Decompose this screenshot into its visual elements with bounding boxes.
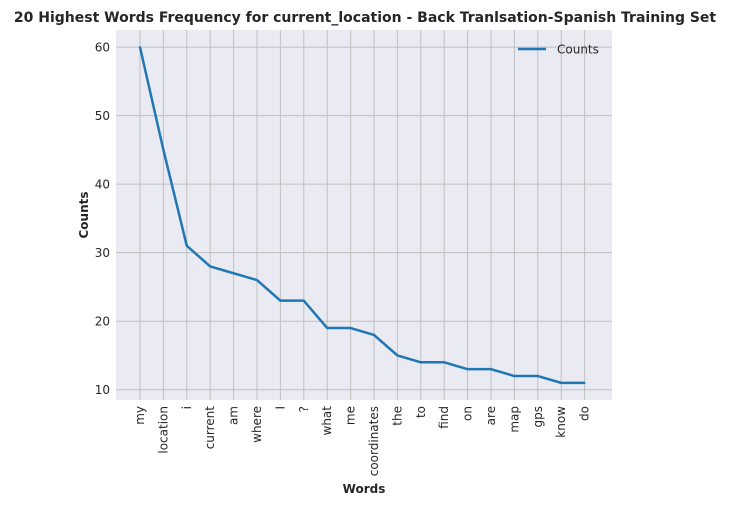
legend-label-counts: Counts xyxy=(557,43,599,57)
y-tick-label: 60 xyxy=(95,41,110,55)
x-tick-label: to xyxy=(414,406,428,418)
data-point xyxy=(373,333,375,336)
y-tick-label: 20 xyxy=(95,315,110,329)
data-point xyxy=(536,375,539,378)
data-point xyxy=(419,361,422,364)
x-tick-labels: my location i current am where I? what me coordin… xyxy=(133,406,592,477)
x-tick-label: location xyxy=(156,406,170,454)
data-point xyxy=(139,46,141,49)
x-tick-label: on xyxy=(461,406,475,421)
x-tick-label: current xyxy=(203,406,217,450)
x-tick-label: what xyxy=(320,406,334,436)
y-axis-label: Counts xyxy=(77,191,91,238)
x-tick-label: am xyxy=(227,406,241,425)
data-point xyxy=(162,148,165,151)
x-tick-label: i xyxy=(180,406,194,409)
x-tick-label: find xyxy=(437,406,451,429)
x-tick-label: me xyxy=(344,406,358,425)
x-tick-label: my xyxy=(133,406,147,425)
x-tick-label: know xyxy=(554,406,568,438)
data-point xyxy=(349,327,352,330)
data-point xyxy=(232,272,235,275)
y-tick-label: 30 xyxy=(95,246,110,260)
data-point xyxy=(560,381,563,384)
x-tick-label: where xyxy=(250,406,264,443)
x-tick-label: ? xyxy=(297,406,311,412)
y-tick-label: 40 xyxy=(95,178,110,192)
plot-area xyxy=(116,30,612,400)
series-line-counts xyxy=(138,46,585,385)
y-tick-label: 10 xyxy=(95,383,110,397)
y-tick-label: 50 xyxy=(95,109,110,123)
x-tick-label: I xyxy=(273,406,287,410)
data-point xyxy=(490,368,492,371)
x-tick-label: the xyxy=(390,406,404,426)
x-tick-label: coordinates xyxy=(367,406,381,476)
data-point xyxy=(583,381,586,384)
data-point xyxy=(185,244,188,247)
x-tick-label: map xyxy=(507,406,521,433)
data-point xyxy=(466,368,469,371)
x-tick-label: are xyxy=(484,406,498,425)
data-point xyxy=(256,279,258,282)
x-tick-label: gps xyxy=(531,406,545,428)
data-point xyxy=(396,354,399,357)
data-point xyxy=(279,299,282,302)
legend: Counts xyxy=(518,43,599,57)
grid-lines xyxy=(116,30,612,400)
y-tick-labels: 10 20 30 40 50 60 xyxy=(95,41,110,398)
data-point xyxy=(209,265,212,268)
series-layer xyxy=(138,46,586,385)
x-axis-label: Words xyxy=(343,482,386,496)
data-point xyxy=(326,327,329,330)
x-tick-label: do xyxy=(578,406,592,421)
data-point xyxy=(443,361,446,364)
data-point xyxy=(513,375,516,378)
chart-title: 20 Highest Words Frequency for current_l… xyxy=(14,10,717,26)
data-point xyxy=(302,299,305,302)
